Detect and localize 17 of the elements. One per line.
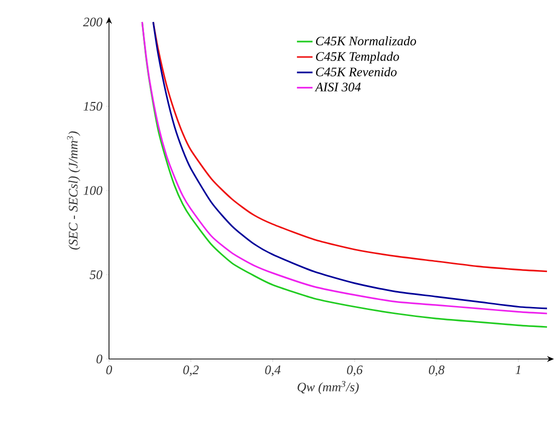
x-tick-label: 0,4 bbox=[265, 366, 281, 376]
y-tick-label: 150 bbox=[84, 102, 102, 111]
x-tick-label: 0,2 bbox=[183, 366, 199, 376]
x-tick-label: 1 bbox=[516, 366, 520, 374]
y-tick-label: 50 bbox=[90, 270, 102, 280]
y-tick-label: 200 bbox=[83, 18, 102, 26]
y-axis-title: (SEC - SECsl) (J/mm$^{3}$) bbox=[67, 131, 80, 250]
legend-label: C45K Normalizado bbox=[316, 36, 416, 46]
legend-label: C45K Revenido bbox=[316, 67, 397, 76]
x-tick-label: 0,6 bbox=[347, 366, 363, 376]
y-tick-label: 100 bbox=[84, 186, 102, 195]
x-tick-label: 0 bbox=[106, 366, 112, 374]
x-tick-label: 0,8 bbox=[428, 366, 444, 376]
legend-label: C45K Templado bbox=[316, 52, 400, 64]
legend-label: AISI 304 bbox=[314, 82, 361, 92]
y-tick-label: 0 bbox=[96, 354, 102, 364]
x-axis-title: Qw (mm$^{3}$/s) bbox=[298, 380, 359, 394]
